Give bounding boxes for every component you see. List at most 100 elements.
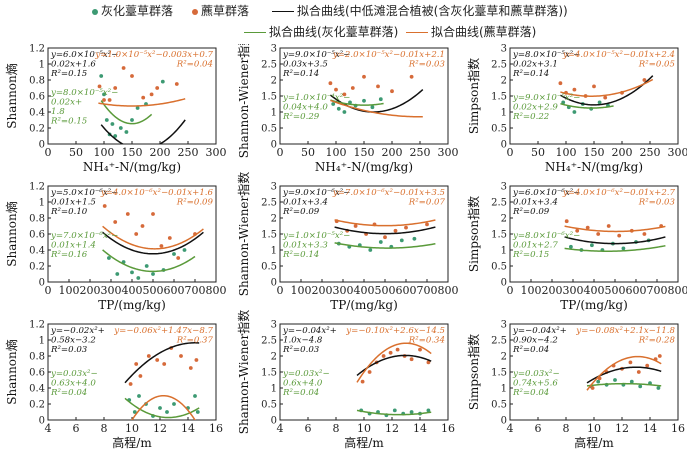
carex-point: [144, 264, 149, 268]
scirpus-equation-label: y=4.0×10⁻⁶x²−0.01x+2.7: [562, 188, 676, 198]
x-tick-label: 150: [122, 146, 143, 159]
y-tick-label: 0.8: [29, 76, 45, 87]
carex-point: [99, 74, 104, 78]
scirpus-point: [140, 224, 145, 228]
carex-equation-label: 0.04x+4.0: [283, 103, 328, 113]
carex-point: [136, 276, 141, 280]
y-axis-label: Simpson指数: [466, 196, 481, 272]
carex-point: [165, 410, 169, 414]
y-tick-label: 2: [501, 76, 507, 87]
legend-item-carex-points: 灰化薹草群落: [92, 4, 173, 18]
scirpus-point: [107, 98, 112, 102]
x-tick-label: 400: [122, 284, 143, 297]
scirpus-point: [334, 87, 338, 92]
scirpus-point: [585, 225, 590, 230]
carex-point: [118, 126, 123, 130]
scirpus-point: [149, 92, 154, 97]
x-tick-label: 4: [507, 422, 514, 435]
carex-point: [110, 122, 115, 126]
mixed-equation-label: 0.01x+3.4: [513, 198, 558, 208]
x-tick-label: 200: [80, 284, 101, 297]
x-axis-label: 高程/m: [112, 435, 152, 450]
scirpus-point: [174, 82, 179, 86]
scirpus-point: [97, 84, 102, 89]
mixed-equation-label: 0.01x+3.4: [283, 198, 328, 208]
scirpus-point: [575, 228, 580, 233]
carex-point: [107, 256, 111, 260]
carex-point: [378, 240, 383, 244]
y-tick-label: 0.5: [261, 124, 277, 135]
x-tick-label: 0: [277, 284, 284, 297]
legend-item-scirpus-fit: 拟合曲线(藨草群落): [406, 25, 536, 39]
scirpus-point: [138, 374, 143, 378]
scirpus-point: [590, 386, 595, 390]
carex-equation-label: R²=0.04: [282, 388, 319, 398]
y-tick-label: 2.5: [261, 60, 277, 71]
x-tick-label: 4: [45, 422, 52, 435]
legend-item-carex-fit: 拟合曲线(灰化薹草群落): [244, 25, 398, 39]
scirpus-fit-curve: [586, 355, 662, 391]
y-tick-label: 2.5: [261, 336, 277, 347]
carex-point: [638, 384, 643, 389]
carex-fit-curve: [560, 102, 614, 109]
x-tick-label: 100: [326, 146, 347, 159]
legend-dot-scirpus: [192, 8, 198, 15]
x-tick-label: 300: [668, 146, 687, 159]
mixed-fit-curve: [124, 342, 200, 384]
carex-equation-label: 0.63x+4.0: [51, 379, 96, 389]
x-tick-label: 700: [647, 284, 668, 297]
scirpus-point: [194, 358, 199, 362]
carex-equation-label: y=9.0×10⁻⁵x²−: [512, 93, 580, 103]
carex-fit-curve: [564, 245, 666, 252]
scirpus-point: [393, 228, 398, 233]
carex-equation-label: y=8.0×10⁻⁵x²−: [50, 88, 118, 98]
carex-point: [137, 394, 141, 398]
scirpus-point: [353, 224, 358, 228]
y-tick-label: 1.5: [491, 92, 507, 103]
scirpus-point: [360, 379, 365, 384]
x-tick-label: 800: [668, 284, 687, 297]
carex-fit-curve: [102, 249, 196, 273]
scirpus-fit-curve: [356, 342, 432, 383]
mixed-equation-label: 0.01x+1.5: [51, 198, 96, 208]
carex-point: [426, 408, 431, 413]
scirpus-point: [130, 74, 134, 78]
scirpus-point: [146, 354, 151, 358]
x-axis-label: NH₄⁺-N/(mg/kg): [545, 160, 643, 174]
legend-item-scirpus-points: 藨草群落: [192, 4, 249, 18]
x-tick-label: 150: [354, 146, 375, 159]
scirpus-point: [155, 358, 160, 362]
carex-equation-label: R²=0.16: [50, 250, 88, 260]
y-tick-label: 1.5: [261, 230, 277, 241]
carex-point: [151, 272, 155, 276]
carex-point: [182, 248, 187, 252]
x-tick-label: 50: [69, 146, 83, 159]
scirpus-fit-curve: [98, 98, 186, 107]
carex-point: [130, 118, 134, 122]
chart-panel-nh4-simpson: 0 50 100 150 200 250 30000.511.522.53NH₄⁺-N/(m…: [466, 44, 687, 174]
scirpus-point: [572, 87, 577, 92]
chart-panel-tp-simpson: 0 100 200 300 400 500 600 700 80000.511.522.53TP…: [466, 182, 687, 313]
y-tick-label: 1: [39, 60, 45, 71]
x-tick-label: 0: [507, 146, 514, 159]
scirpus-point: [645, 363, 650, 368]
y-tick-label: 0: [39, 278, 45, 289]
y-tick-label: 1.2: [29, 44, 45, 55]
x-tick-label: 500: [143, 284, 164, 297]
carex-fit-curve: [330, 99, 384, 106]
y-tick-label: 1: [271, 384, 277, 395]
scirpus-equation-label: y=1.0×10⁻⁵x²−0.003x+0.7: [94, 50, 213, 60]
scirpus-point: [134, 362, 139, 366]
y-tick-label: 1: [271, 108, 277, 119]
y-tick-label: 3: [501, 182, 507, 193]
y-tick-label: 1.5: [491, 368, 507, 379]
scirpus-point: [642, 232, 647, 236]
carex-point: [193, 394, 197, 398]
y-tick-label: 0.8: [29, 214, 45, 225]
carex-fit-curve: [100, 100, 153, 125]
y-tick-label: 1: [501, 108, 507, 119]
scirpus-point: [167, 236, 172, 240]
carex-point: [342, 110, 347, 114]
mixed-equation-label: y=5.0×10⁻⁶x²−: [50, 188, 118, 198]
scirpus-equation-label: R²=0.03: [638, 198, 676, 208]
